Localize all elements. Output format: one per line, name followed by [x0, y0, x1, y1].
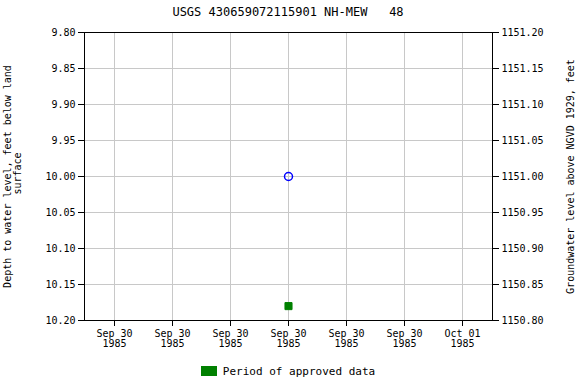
html-text:USGS 430659072115901 NH-MEW 48: USGS 430659072115901 NH-MEW 48: [172, 5, 404, 19]
svg-text:Sep 301985: Sep 301985: [270, 328, 306, 349]
svg-text:Sep 301985: Sep 301985: [154, 328, 190, 349]
svg-text:10.10: 10.10: [45, 243, 75, 254]
svg-text:Sep 301985: Sep 301985: [96, 328, 132, 349]
svg-text:10.05: 10.05: [45, 207, 75, 218]
svg-text:9.90: 9.90: [51, 99, 75, 110]
svg-text:Sep 301985: Sep 301985: [212, 328, 248, 349]
svg-text:1151.00: 1151.00: [502, 171, 544, 182]
svg-text:Depth to water level, feet bel: Depth to water level, feet below land su…: [2, 65, 23, 288]
svg-text:1150.80: 1150.80: [502, 315, 544, 326]
svg-text:Sep 301985: Sep 301985: [328, 328, 364, 349]
svg-text:1151.20: 1151.20: [502, 27, 544, 38]
html-text:Period of approved data: Period of approved data: [222, 364, 376, 378]
svg-text:10.00: 10.00: [45, 171, 75, 182]
svg-text:1150.90: 1150.90: [502, 243, 544, 254]
svg-text:1151.15: 1151.15: [502, 63, 544, 74]
svg-text:1150.95: 1150.95: [502, 207, 544, 218]
svg-text:Groundwater level above NGVD 1: Groundwater level above NGVD 1929, feet: [565, 59, 576, 294]
svg-text:10.20: 10.20: [45, 315, 75, 326]
svg-text:9.80: 9.80: [51, 27, 75, 38]
svg-text:9.95: 9.95: [51, 135, 75, 146]
svg-text:1151.05: 1151.05: [502, 135, 544, 146]
svg-text:1151.10: 1151.10: [502, 99, 544, 110]
svg-text:Oct 011985: Oct 011985: [444, 328, 480, 349]
svg-text:1150.85: 1150.85: [502, 279, 544, 290]
svg-text:9.85: 9.85: [51, 63, 75, 74]
svg-text:Sep 301985: Sep 301985: [386, 328, 422, 349]
svg-text:10.15: 10.15: [45, 279, 75, 290]
